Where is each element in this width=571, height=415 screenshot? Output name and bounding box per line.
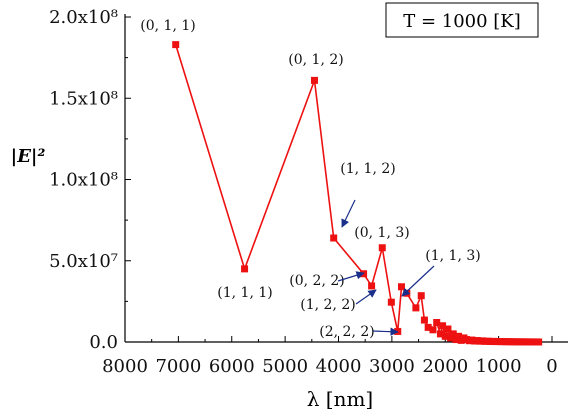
x-tick-label: 6000 — [209, 356, 255, 377]
point-annotation: (2, 2, 2) — [319, 324, 374, 340]
data-point — [535, 338, 543, 346]
data-point — [310, 76, 318, 84]
annotation-arrow — [337, 271, 365, 282]
point-annotation: (1, 1, 1) — [217, 285, 272, 301]
point-annotation: (0, 1, 2) — [288, 52, 343, 68]
x-tick-label: 8000 — [102, 356, 148, 377]
x-axis-label: λ [nm] — [307, 387, 373, 411]
data-point — [433, 319, 441, 326]
data-point — [424, 323, 432, 331]
data-point — [397, 283, 405, 291]
y-tick-label: 5.0x10⁷ — [49, 251, 118, 272]
data-point — [412, 304, 420, 312]
data-point — [439, 322, 447, 330]
series — [172, 41, 543, 346]
legend-frame — [385, 2, 539, 38]
x-tick-label: 5000 — [262, 356, 308, 377]
x-tick-label: 7000 — [155, 356, 201, 377]
legend-box: T = 1000 [K] — [385, 2, 539, 38]
point-annotation: (0, 1, 1) — [140, 18, 195, 34]
data-point — [378, 244, 386, 252]
data-point — [368, 282, 376, 290]
point-annotation: (0, 1, 3) — [354, 225, 409, 241]
x-tick-label: 3000 — [369, 356, 415, 377]
data-point — [444, 325, 452, 333]
data-point — [429, 326, 437, 334]
point-annotation: (1, 1, 2) — [340, 161, 395, 177]
data-point — [436, 330, 444, 338]
data-point — [447, 334, 455, 342]
data-point — [417, 292, 425, 300]
x-tick-label: 0 — [546, 356, 557, 377]
data-point — [387, 298, 395, 306]
annotation-arrow — [355, 289, 377, 305]
annotation-arrow — [341, 199, 356, 228]
x-tick-label: 4000 — [316, 356, 362, 377]
annotations: (0, 1, 1) (1, 1, 1) (0, 1, 2) (1, 1, 2) (0, … — [140, 18, 480, 340]
y-tick-label: 0.0 — [89, 332, 118, 353]
data-point — [172, 41, 180, 49]
annotation-arrow — [401, 265, 435, 297]
data-point — [420, 316, 428, 324]
point-annotation: (0, 2, 2) — [289, 273, 344, 289]
data-point — [330, 234, 338, 242]
point-annotation: (1, 1, 3) — [425, 248, 480, 264]
data-point — [449, 330, 457, 338]
y-axis-label: |E|² — [11, 146, 46, 167]
legend-text: T = 1000 [K] — [403, 11, 521, 32]
data-point — [441, 332, 449, 340]
x-tick-label: 1000 — [476, 356, 522, 377]
data-point — [455, 332, 463, 340]
y-tick-label: 1.0x10⁸ — [49, 170, 118, 191]
point-annotation: (1, 2, 2) — [300, 297, 355, 313]
ticks: 8000 7000 6000 5000 4000 3000 2000 1000 0 0.0 5.0x… — [49, 7, 558, 377]
data-point — [241, 265, 249, 273]
x-tick-label: 2000 — [422, 356, 468, 377]
annotation-arrow — [372, 327, 399, 336]
plot-axes — [124, 14, 568, 343]
y-tick-label: 1.5x10⁸ — [49, 88, 118, 109]
y-tick-label: 2.0x10⁸ — [49, 7, 118, 28]
